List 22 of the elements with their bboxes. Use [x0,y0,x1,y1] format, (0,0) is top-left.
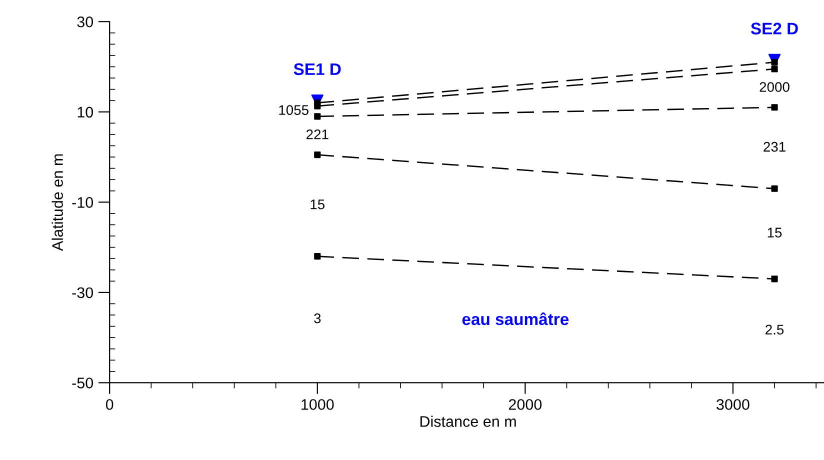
annotation: SE1 D [294,63,341,76]
x-tick-label: 2000 [508,399,542,410]
y-tick-label: 30 [77,16,94,28]
y-tick-label: 10 [78,106,94,118]
annotation: 15 [768,228,782,238]
x-axis-title: Distance en m [420,416,516,427]
y-axis-title: Alatitude en m [52,154,63,251]
x-tick-label: 1000 [302,399,334,410]
x-tick-label: 3000 [716,399,750,410]
y-tick-label: -50 [72,378,94,388]
x-tick-label: 0 [106,399,114,410]
annotation: 15 [310,200,325,210]
annotation: SE2 D [750,22,798,34]
annotation: 231 [764,142,786,152]
y-tick-label: -30 [72,287,94,298]
y-tick-label: -10 [72,197,94,208]
annotation: 221 [306,129,328,140]
annotation: eau saumâtre [462,312,569,326]
annotation: 2.5 [766,324,784,335]
annotation: 2000 [760,82,790,92]
annotation: 1055 [279,105,308,115]
annotation: 3 [314,313,321,324]
